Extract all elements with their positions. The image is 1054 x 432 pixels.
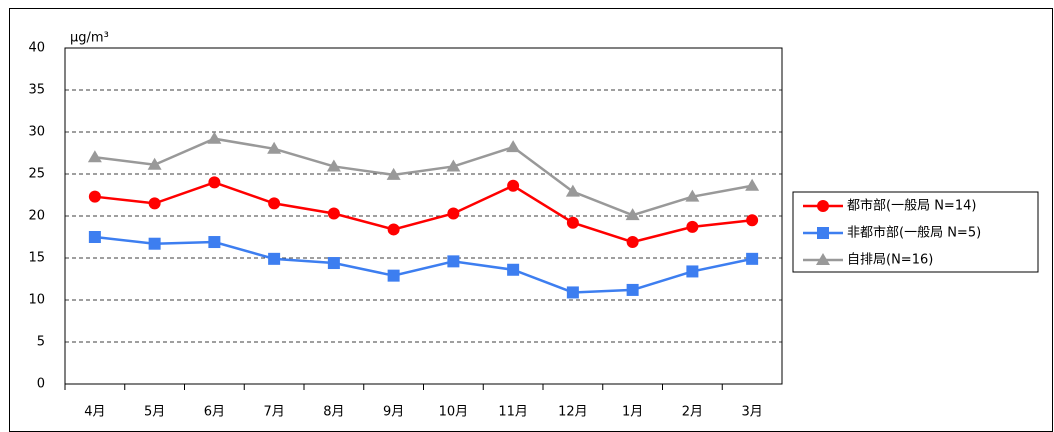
data-point [208,236,221,249]
data-point [207,131,222,144]
data-point [566,216,579,229]
data-point [507,179,520,192]
legend-label: 非都市部(一般局 N=5) [847,225,981,241]
x-tick-label: 7月 [263,405,284,420]
data-point [566,286,579,299]
data-point [447,207,460,220]
data-point [625,208,640,221]
data-point [148,197,161,210]
data-point [626,283,639,296]
data-point [685,189,700,202]
y-tick-label: 10 [28,293,45,308]
y-tick-label: 35 [28,83,45,98]
data-point [626,236,639,249]
data-point [447,255,460,268]
data-point [87,150,102,163]
x-tick-label: 5月 [144,405,165,420]
y-tick-label: 15 [28,251,45,266]
data-point [148,237,161,250]
data-point [88,231,101,243]
data-point [326,159,341,172]
data-point [506,140,521,153]
x-tick-label: 1月 [622,405,643,420]
data-point [88,190,101,203]
data-point [267,141,282,154]
x-tick-label: 12月 [558,405,588,420]
y-tick-label: 40 [28,41,45,56]
data-point [746,214,759,227]
series-line [94,235,753,294]
data-point [565,184,580,197]
data-point [686,220,699,233]
data-point [387,269,400,282]
series-line [94,181,753,244]
legend-label: 都市部(一般局 N=14) [847,198,976,214]
data-point [746,252,759,265]
x-tick-label: 11月 [498,405,528,420]
x-tick-label: 8月 [323,405,344,420]
y-tick-label: 20 [28,209,45,224]
data-point [327,207,340,220]
y-axis-label: μg/m³ [70,31,109,46]
data-point [507,263,520,276]
y-tick-label: 0 [37,377,45,392]
data-point [446,159,461,172]
data-point [386,167,401,180]
data-point [327,257,340,270]
data-point [208,176,221,189]
data-point [686,265,699,278]
data-point [745,178,760,191]
legend-marker [817,227,829,239]
series-line [94,137,753,217]
y-tick-label: 25 [28,167,45,182]
x-tick-label: 9月 [383,405,404,420]
legend-marker [816,253,830,265]
x-tick-label: 4月 [84,405,105,420]
y-tick-label: 30 [28,125,45,140]
x-tick-label: 2月 [682,405,703,420]
data-point [268,252,281,265]
y-tick-label: 5 [37,335,45,350]
data-point [387,223,400,236]
x-tick-label: 3月 [741,405,762,420]
data-point [268,197,281,210]
data-point [147,157,162,170]
x-tick-label: 6月 [204,405,225,420]
legend-label: 自排局(N=16) [847,253,933,268]
legend-marker [817,200,829,212]
x-tick-label: 10月 [439,405,469,420]
